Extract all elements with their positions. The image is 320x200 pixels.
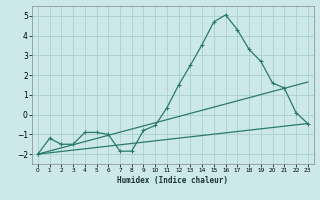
X-axis label: Humidex (Indice chaleur): Humidex (Indice chaleur): [117, 176, 228, 185]
